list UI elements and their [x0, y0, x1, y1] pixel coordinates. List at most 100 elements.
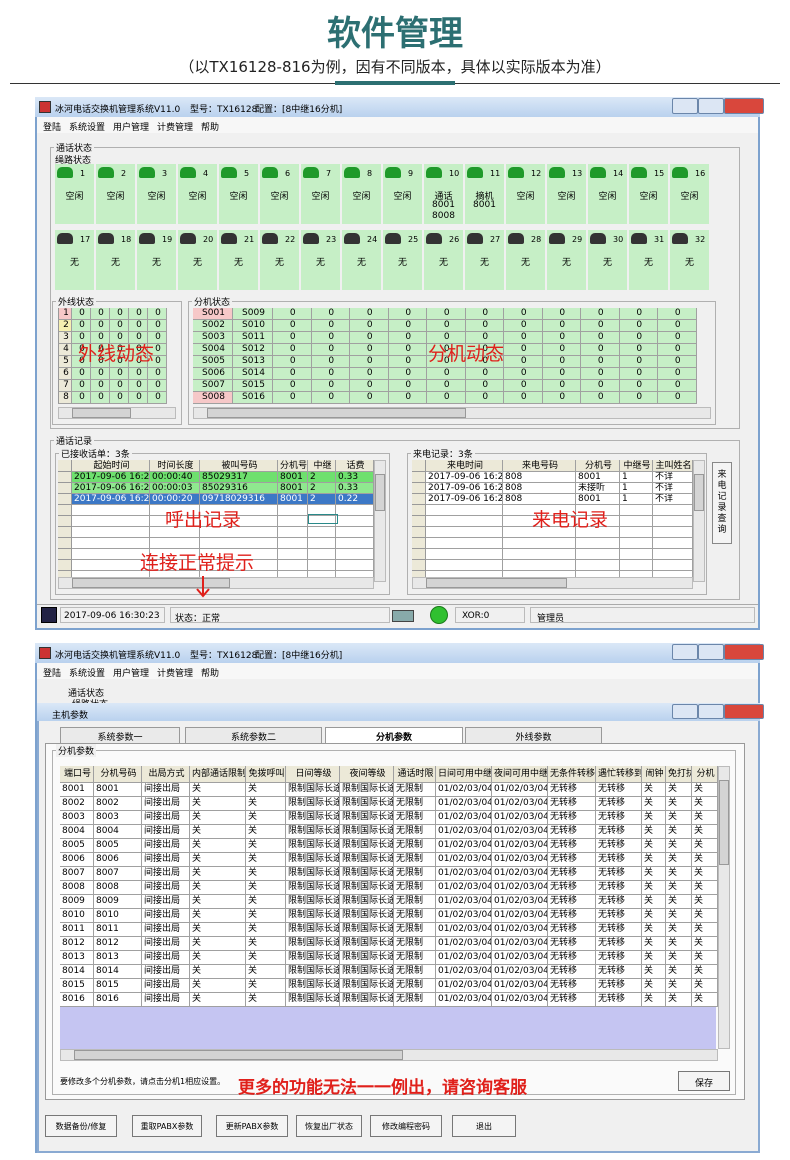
- table-cell: 关: [642, 979, 666, 993]
- scroll-thumb[interactable]: [719, 780, 729, 865]
- row-selector[interactable]: [58, 472, 72, 483]
- status-user: 管理员: [537, 614, 565, 624]
- maximize-button[interactable]: [698, 98, 724, 114]
- trunk-cell: 0: [110, 368, 129, 380]
- tab[interactable]: [60, 727, 180, 743]
- menu-item[interactable]: 帮助: [201, 669, 220, 679]
- button[interactable]: [370, 1115, 442, 1137]
- row-selector[interactable]: [58, 494, 72, 505]
- button[interactable]: [216, 1115, 288, 1137]
- close-button[interactable]: [724, 704, 764, 719]
- button[interactable]: [132, 1115, 202, 1137]
- table-cell: 关: [246, 923, 286, 937]
- table-cell: 8013: [94, 951, 142, 965]
- table-cell: 限制国际长途: [286, 783, 340, 797]
- empty-cell: [278, 560, 308, 571]
- table-cell: 无转移: [548, 825, 596, 839]
- tab[interactable]: [325, 727, 463, 743]
- query-button[interactable]: [712, 462, 732, 544]
- row-selector[interactable]: [412, 549, 426, 560]
- minimize-button[interactable]: [672, 98, 698, 114]
- empty-cell: [426, 538, 503, 549]
- menu-item[interactable]: 用户管理: [113, 669, 150, 679]
- scroll-thumb[interactable]: [694, 474, 704, 511]
- minimize-button[interactable]: [672, 644, 698, 660]
- scroll-thumb[interactable]: [426, 578, 567, 588]
- phone-icon: [262, 233, 278, 244]
- tab[interactable]: [185, 727, 322, 743]
- line-number: 11: [490, 169, 501, 178]
- table-cell: 关: [692, 839, 718, 853]
- menu-item[interactable]: 系统设置: [69, 669, 106, 679]
- line-number: 31: [654, 235, 665, 244]
- table-cell: 关: [692, 797, 718, 811]
- table-cell: 无转移: [596, 881, 642, 895]
- line-status: 8008: [432, 211, 455, 221]
- row-selector[interactable]: [58, 560, 72, 571]
- tab[interactable]: [465, 727, 602, 743]
- line-status-label: 绳路状态: [55, 156, 92, 166]
- button[interactable]: [45, 1115, 117, 1137]
- row-selector[interactable]: [412, 538, 426, 549]
- row-selector[interactable]: [58, 516, 72, 527]
- menu-item[interactable]: 系统设置: [69, 123, 106, 133]
- scroll-thumb[interactable]: [207, 408, 466, 418]
- maximize-button[interactable]: [698, 644, 724, 660]
- close-button[interactable]: [724, 98, 764, 114]
- ext-cell: S015: [233, 380, 273, 392]
- line-number: 16: [695, 169, 706, 178]
- table-cell: 808: [503, 494, 576, 505]
- row-selector[interactable]: [412, 472, 426, 483]
- menu-item[interactable]: 计费管理: [157, 123, 194, 133]
- button[interactable]: [452, 1115, 516, 1137]
- minimize-button[interactable]: [672, 704, 698, 719]
- ext-cell: 0: [658, 308, 697, 320]
- table-cell: 01/02/03/04/: [436, 951, 492, 965]
- button[interactable]: [296, 1115, 362, 1137]
- table-cell: 1: [620, 483, 653, 494]
- row-selector[interactable]: [412, 560, 426, 571]
- menu-item[interactable]: 计费管理: [157, 669, 194, 679]
- scroll-thumb[interactable]: [72, 408, 131, 418]
- ext-cell: 0: [388, 344, 427, 356]
- row-selector[interactable]: [412, 483, 426, 494]
- save-button[interactable]: [678, 1071, 730, 1091]
- menu-item[interactable]: 用户管理: [113, 123, 150, 133]
- maximize-button[interactable]: [698, 704, 724, 719]
- call-records-group-label: 通话记录: [54, 434, 95, 447]
- menu-item[interactable]: 帮助: [201, 123, 220, 133]
- phone-icon: [467, 167, 483, 178]
- row-selector[interactable]: [412, 505, 426, 516]
- empty-cell: [503, 560, 576, 571]
- ext-cell: 0: [350, 332, 389, 344]
- row-selector[interactable]: [412, 516, 426, 527]
- line-status: 空闲: [393, 192, 412, 202]
- row-selector[interactable]: [58, 549, 72, 560]
- row-selector[interactable]: [58, 505, 72, 516]
- row-selector[interactable]: [412, 494, 426, 505]
- scroll-thumb[interactable]: [72, 578, 230, 588]
- line-status: 无: [356, 258, 366, 268]
- scroll-thumb[interactable]: [74, 1050, 403, 1060]
- table-cell: 01/02/03/04/: [436, 881, 492, 895]
- row-selector[interactable]: [412, 527, 426, 538]
- menu-item[interactable]: 登陆: [43, 669, 62, 679]
- table-cell: 间接出局: [142, 811, 190, 825]
- table-cell: 01/02/03/04/: [492, 797, 548, 811]
- table-cell: 间接出局: [142, 881, 190, 895]
- table-cell: 关: [642, 965, 666, 979]
- table-cell: 无限制: [394, 825, 436, 839]
- menu-item[interactable]: 登陆: [43, 123, 62, 133]
- table-cell: 无转移: [596, 783, 642, 797]
- ext-cell: 0: [388, 308, 427, 320]
- table-cell: 2017-09-06 16:28: [72, 494, 150, 505]
- ext-cell: 0: [311, 320, 350, 332]
- row-selector[interactable]: [58, 527, 72, 538]
- row-selector[interactable]: [58, 483, 72, 494]
- table-cell: 限制国际长途: [340, 797, 394, 811]
- row-selector[interactable]: [58, 538, 72, 549]
- close-button[interactable]: [724, 644, 764, 660]
- table-cell: 关: [246, 839, 286, 853]
- scroll-thumb[interactable]: [375, 474, 385, 511]
- table-cell: 不详: [653, 483, 693, 494]
